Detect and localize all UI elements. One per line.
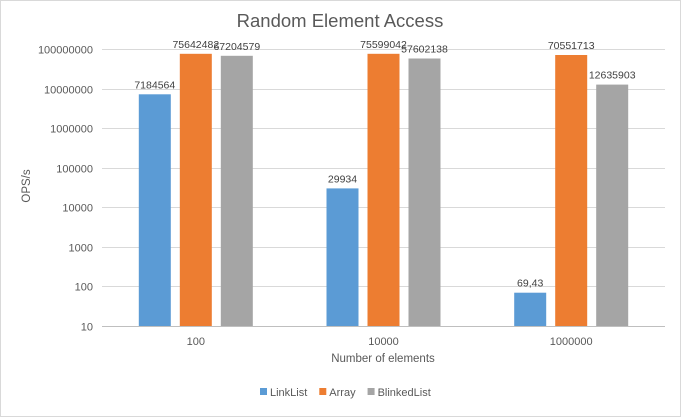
y-tick-label: 10000000 bbox=[44, 85, 93, 97]
y-tick-label: 100 bbox=[75, 282, 93, 294]
y-tick-label: 1000000 bbox=[50, 124, 93, 136]
data-label: 70551713 bbox=[548, 40, 595, 52]
legend: LinkList Array BlinkedList bbox=[260, 387, 431, 399]
data-label: 12635903 bbox=[589, 70, 636, 82]
bar-linklist-100 bbox=[138, 94, 171, 326]
y-tick-label: 10000 bbox=[62, 203, 93, 215]
y-axis-ticks: 10 100 1000 10000 100000 1000000 10000000 10000… bbox=[38, 45, 93, 334]
legend-item-linklist: LinkList bbox=[260, 387, 307, 399]
y-tick-label: 100000000 bbox=[38, 45, 93, 57]
bars bbox=[138, 53, 629, 327]
legend-swatch bbox=[260, 388, 267, 395]
y-axis-title: OPS/s bbox=[21, 169, 33, 202]
legend-label: Array bbox=[329, 387, 356, 399]
bar-linklist-10000 bbox=[326, 188, 359, 326]
bar-blinkedlist-1000000 bbox=[596, 84, 629, 326]
bar-array-10000 bbox=[367, 53, 400, 327]
bar-blinkedlist-100 bbox=[220, 55, 253, 327]
legend-label: BlinkedList bbox=[378, 387, 431, 399]
data-label: 29934 bbox=[328, 173, 357, 185]
x-tick-label: 10000 bbox=[368, 336, 399, 348]
bar-linklist-1000000 bbox=[514, 292, 547, 326]
legend-item-blinkedlist: BlinkedList bbox=[367, 387, 431, 399]
legend-swatch bbox=[319, 388, 327, 395]
data-label: 57602138 bbox=[401, 44, 448, 56]
data-label: 67204579 bbox=[213, 41, 260, 53]
y-tick-label: 10 bbox=[81, 322, 93, 334]
y-tick-label: 100000 bbox=[56, 164, 93, 176]
legend-label: LinkList bbox=[270, 387, 307, 399]
chart-title: Random Element Access bbox=[237, 10, 444, 31]
x-axis-ticks: 100 10000 1000000 bbox=[187, 336, 593, 348]
legend-item-array: Array bbox=[319, 387, 356, 399]
x-axis-title: Number of elements bbox=[331, 353, 435, 365]
x-tick-label: 100 bbox=[187, 336, 205, 348]
bar-blinkedlist-10000 bbox=[408, 58, 441, 326]
bar-array-100 bbox=[179, 53, 212, 327]
bar-array-1000000 bbox=[555, 55, 588, 326]
data-label: 75599042 bbox=[360, 39, 407, 51]
data-label: 69,43 bbox=[517, 278, 543, 290]
y-tick-label: 1000 bbox=[69, 243, 93, 255]
data-label: 7184564 bbox=[134, 79, 175, 91]
data-label: 75642482 bbox=[172, 39, 219, 51]
legend-swatch bbox=[367, 388, 375, 395]
x-tick-label: 1000000 bbox=[550, 336, 593, 348]
